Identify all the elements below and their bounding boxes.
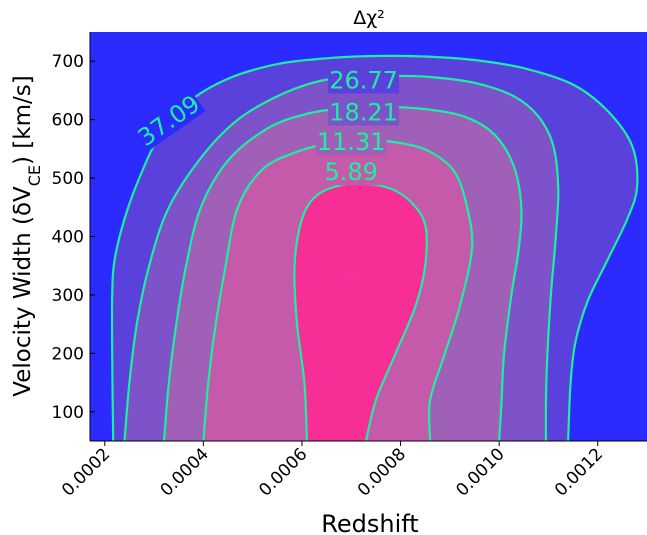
x-tick-label: 0.0006 <box>255 444 311 500</box>
contour-label-26.77: 26.77 <box>329 67 398 95</box>
contour-label-group: 18.21 <box>328 99 400 127</box>
x-axis: 0.0002 0.0004 0.0006 0.0008 0.0010 0.0012 <box>58 440 647 501</box>
x-tick-label: 0.0008 <box>354 444 410 500</box>
contour-label-5.89: 5.89 <box>324 158 377 186</box>
contour-fill-5.89 <box>294 183 427 441</box>
contour-line-18.21 <box>162 105 523 441</box>
contour-label-group: 11.31 <box>315 128 387 156</box>
contour-line-26.77 <box>123 74 560 441</box>
x-axis-label: Redshift <box>321 510 418 535</box>
y-tick-label: 100 <box>52 403 84 423</box>
chart-title: Δχ² <box>353 7 385 29</box>
contour-label-11.31: 11.31 <box>317 128 386 156</box>
contour-line-37.09 <box>110 54 639 441</box>
y-axis-label: Velocity Width (δVCE) [km/s] <box>10 75 44 396</box>
y-tick-label: 400 <box>52 228 84 248</box>
y-tick-label: 500 <box>52 169 84 189</box>
x-tick-label: 0.0012 <box>551 444 607 500</box>
best-fit-diamond <box>341 265 356 280</box>
y-tick-label: 600 <box>52 111 84 131</box>
contour-label-group: 5.89 <box>322 158 381 186</box>
x-tick-label: 0.0010 <box>452 444 508 500</box>
y-tick-label: 200 <box>52 344 84 364</box>
contour-label-18.21: 18.21 <box>329 99 398 127</box>
y-tick-label: 300 <box>52 286 84 306</box>
contour-line-5.89 <box>293 182 428 441</box>
y-axis: 100 200 300 400 500 600 700 <box>52 32 95 441</box>
best-fit-marker <box>341 265 356 280</box>
x-tick-label: 0.0004 <box>157 444 213 500</box>
x-tick-label: 0.0002 <box>58 444 114 500</box>
y-tick-label: 700 <box>52 52 84 72</box>
contour-label-group: 26.77 <box>328 67 400 95</box>
